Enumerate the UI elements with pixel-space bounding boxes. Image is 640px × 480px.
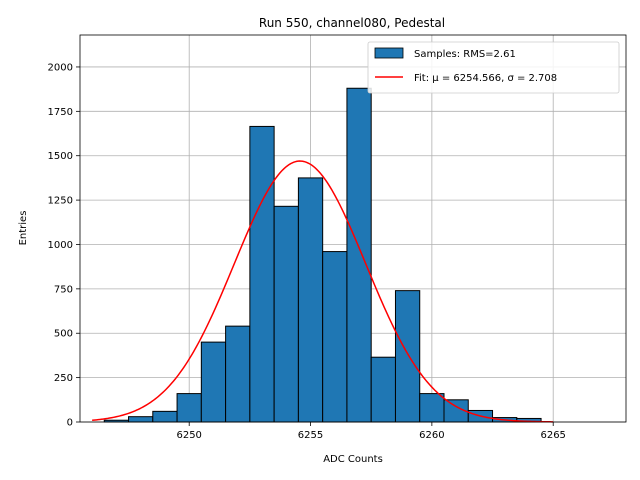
histogram-bar [322,251,348,423]
histogram-bar [419,393,445,423]
histogram-bar [176,393,202,423]
histogram-bar [152,410,178,423]
histogram-bar [346,87,372,423]
histogram-bar [128,416,154,423]
histogram-bars [103,87,542,423]
histogram-bar [370,356,396,423]
y-tick-label: 1250 [48,196,73,207]
histogram-bar [394,290,421,423]
legend-entry-fit: Fit: μ = 6254.566, σ = 2.708 [414,73,557,84]
y-tick-label: 500 [54,329,73,340]
x-tick-label: 6250 [176,430,201,441]
legend-box [367,41,620,94]
chart-title: Run 550, channel080, Pedestal [259,16,445,30]
y-tick-label: 1000 [48,240,73,251]
histogram-bar [273,205,299,423]
histogram-bar [249,125,275,423]
y-tick-label: 2000 [48,62,73,73]
legend-histogram-swatch [374,47,404,59]
y-axis-ticks: 0 250 500 750 1000 1250 1500 1750 2000 [48,62,80,429]
legend-entry-samples: Samples: RMS=2.61 [414,49,516,60]
x-tick-label: 6265 [540,430,565,441]
x-axis-label: ADC Counts [323,454,383,465]
x-tick-label: 6260 [419,430,444,441]
y-tick-label: 1750 [48,107,73,118]
y-tick-label: 250 [54,373,73,384]
y-tick-label: 1500 [48,151,73,162]
histogram-bar [225,325,251,423]
y-tick-label: 750 [54,284,73,295]
fit-curve-group [92,160,554,423]
histogram-bar [297,177,324,423]
gaussian-fit-curve [92,160,554,423]
y-axis-label: Entries [18,211,29,246]
y-tick-label: 0 [67,418,73,429]
x-tick-label: 6255 [298,430,323,441]
legend: Samples: RMS=2.61 Fit: μ = 6254.566, σ =… [367,41,620,94]
histogram-bar [200,341,227,423]
x-axis-ticks: 6250 6255 6260 6265 [176,422,566,441]
plot-frame [79,34,627,423]
